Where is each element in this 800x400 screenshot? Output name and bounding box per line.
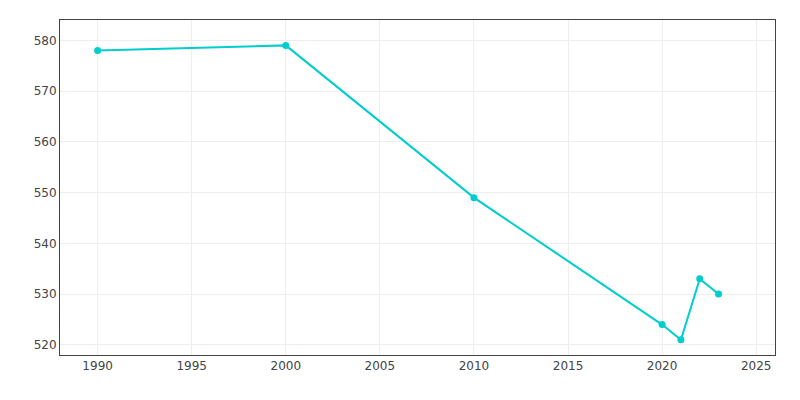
svg-text:570: 570 (34, 84, 57, 98)
svg-text:2025: 2025 (741, 359, 772, 373)
svg-text:550: 550 (34, 186, 57, 200)
svg-text:2010: 2010 (459, 359, 490, 373)
svg-text:580: 580 (34, 34, 57, 48)
svg-text:520: 520 (34, 338, 57, 352)
svg-text:560: 560 (34, 135, 57, 149)
svg-text:2000: 2000 (271, 359, 302, 373)
svg-text:2005: 2005 (365, 359, 396, 373)
svg-text:540: 540 (34, 237, 57, 251)
svg-text:2015: 2015 (553, 359, 584, 373)
svg-text:2020: 2020 (647, 359, 678, 373)
svg-text:530: 530 (34, 287, 57, 301)
svg-text:1990: 1990 (82, 359, 113, 373)
svg-text:1995: 1995 (176, 359, 207, 373)
